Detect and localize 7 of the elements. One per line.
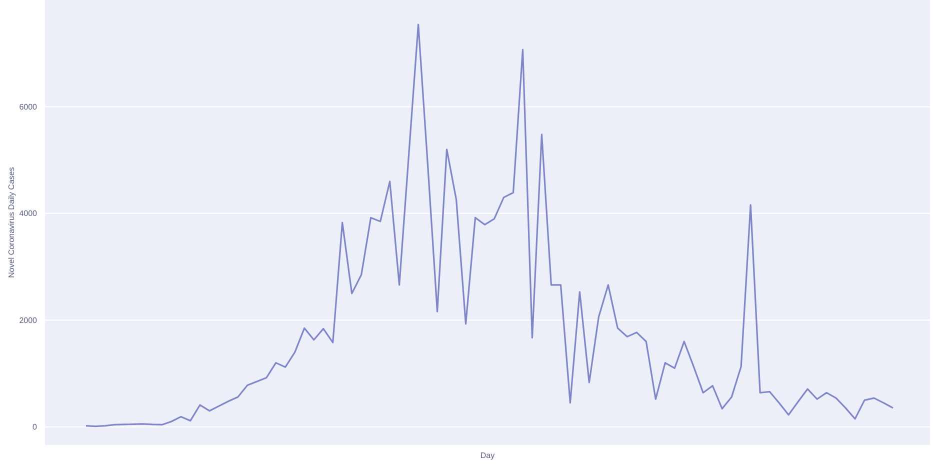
y-tick-label: 4000 <box>19 209 38 218</box>
y-tick-label: 6000 <box>19 102 38 112</box>
y-axis-title: Novel Coronavirus Daily Cases <box>7 167 16 278</box>
line-series <box>85 24 894 428</box>
y-tick-label: 0 <box>32 422 38 432</box>
x-axis-title: Day <box>480 451 495 460</box>
y-tick-label: 2000 <box>19 316 38 325</box>
